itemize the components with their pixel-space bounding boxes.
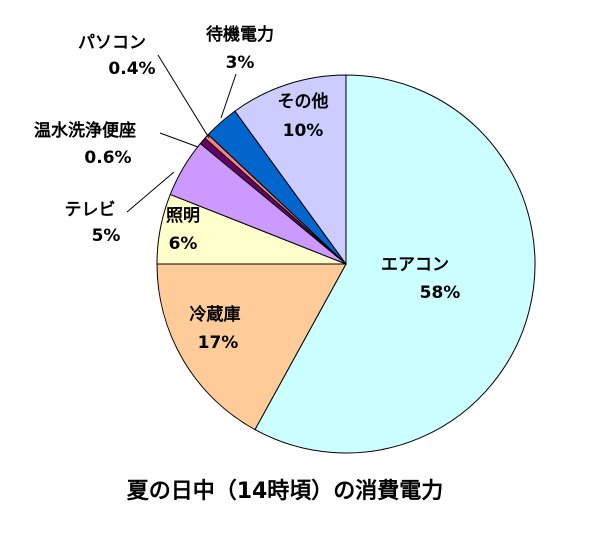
slice-label: 温水洗浄便座: [34, 120, 136, 141]
slice-label: テレビ: [65, 200, 116, 220]
leader-line: [220, 73, 237, 119]
slice-value-label: 6%: [169, 234, 198, 254]
slice-label: エアコン: [381, 255, 449, 275]
slice-value-label: 17%: [198, 333, 239, 353]
pie-slice: [234, 74, 347, 266]
slice-value-label: 58%: [420, 283, 461, 303]
slice-value-label: 10%: [283, 121, 324, 141]
slice-label: パソコン: [78, 33, 146, 53]
slice-value-label: 5%: [92, 226, 121, 246]
slice-value-label: 3%: [226, 53, 255, 73]
pie-slice: [254, 74, 536, 454]
slice-value-label: 0.4%: [108, 59, 155, 79]
slice-label: 冷蔵庫: [190, 304, 241, 325]
chart-title: 夏の日中（14時頃）の消費電力: [127, 479, 444, 504]
leader-line: [159, 132, 199, 148]
slice-value-label: 0.6%: [84, 148, 131, 168]
pie-slice: [156, 263, 347, 431]
leader-line: [157, 54, 210, 139]
slice-label: 待機電力: [206, 24, 274, 45]
slice-label: 照明: [166, 206, 200, 226]
slice-label: その他: [278, 91, 329, 112]
leader-line: [126, 171, 175, 213]
